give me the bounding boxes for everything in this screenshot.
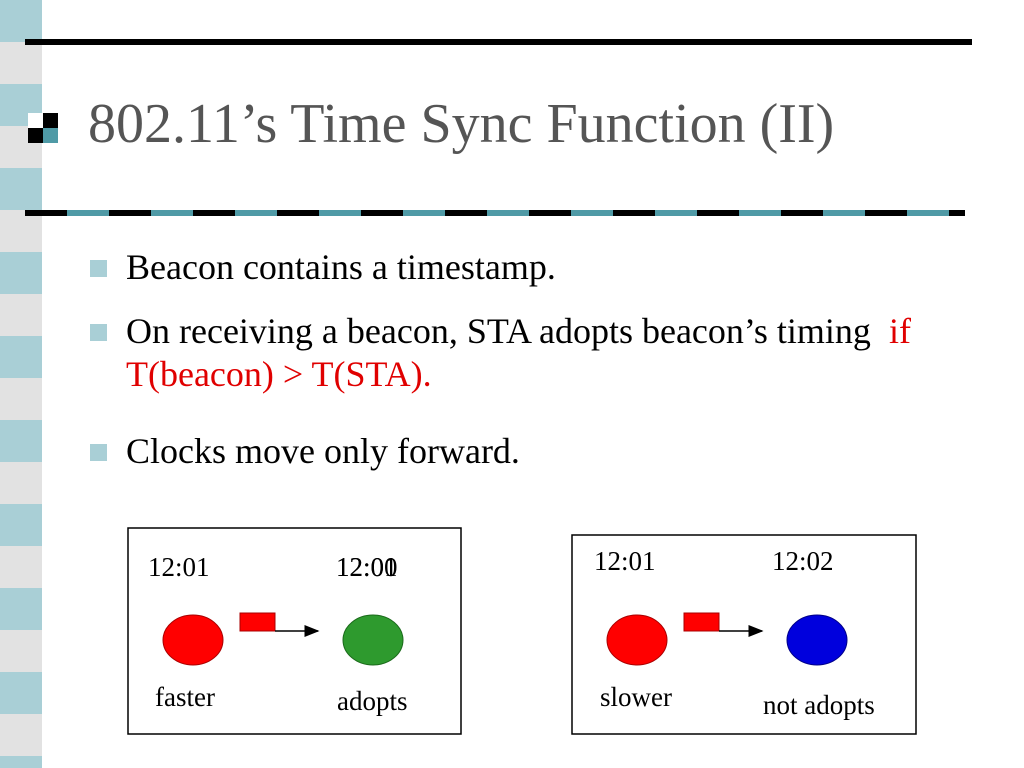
bullet: Clocks move only forward.	[90, 430, 966, 473]
bullet: Beacon contains a timestamp.	[90, 246, 966, 289]
title-rule	[25, 210, 965, 216]
receiver-node	[342, 614, 404, 666]
sender-label: faster	[155, 682, 215, 712]
sender-node	[606, 614, 668, 666]
diagram-box	[127, 527, 462, 735]
top-rule	[25, 39, 972, 45]
slide-title: 802.11’s Time Sync Function (II)	[88, 93, 835, 155]
sender-time: 12:01	[148, 552, 210, 582]
sender-node	[162, 614, 224, 666]
beacon	[683, 612, 720, 632]
beacon	[239, 612, 276, 632]
bullet-text: On receiving a beacon, STA adopts beacon…	[126, 311, 871, 351]
bullet-text: Clocks move only forward.	[126, 431, 520, 471]
receiver-time: 12:01	[336, 552, 398, 582]
title-icon	[28, 113, 58, 143]
receiver-time: 12:00	[336, 552, 398, 582]
receiver-time: 12:02	[772, 546, 834, 576]
sender-time: 12:01	[594, 546, 656, 576]
sender-label: slower	[600, 682, 672, 712]
bullet-highlight: if T(beacon) > T(STA).	[126, 311, 911, 394]
bullet-text: Beacon contains a timestamp.	[126, 247, 556, 287]
receiver-label: adopts	[337, 686, 408, 716]
receiver-node	[786, 614, 848, 666]
bullet: On receiving a beacon, STA adopts beacon…	[90, 310, 966, 396]
diagram-box	[571, 534, 917, 735]
receiver-label: not adopts	[763, 690, 875, 720]
